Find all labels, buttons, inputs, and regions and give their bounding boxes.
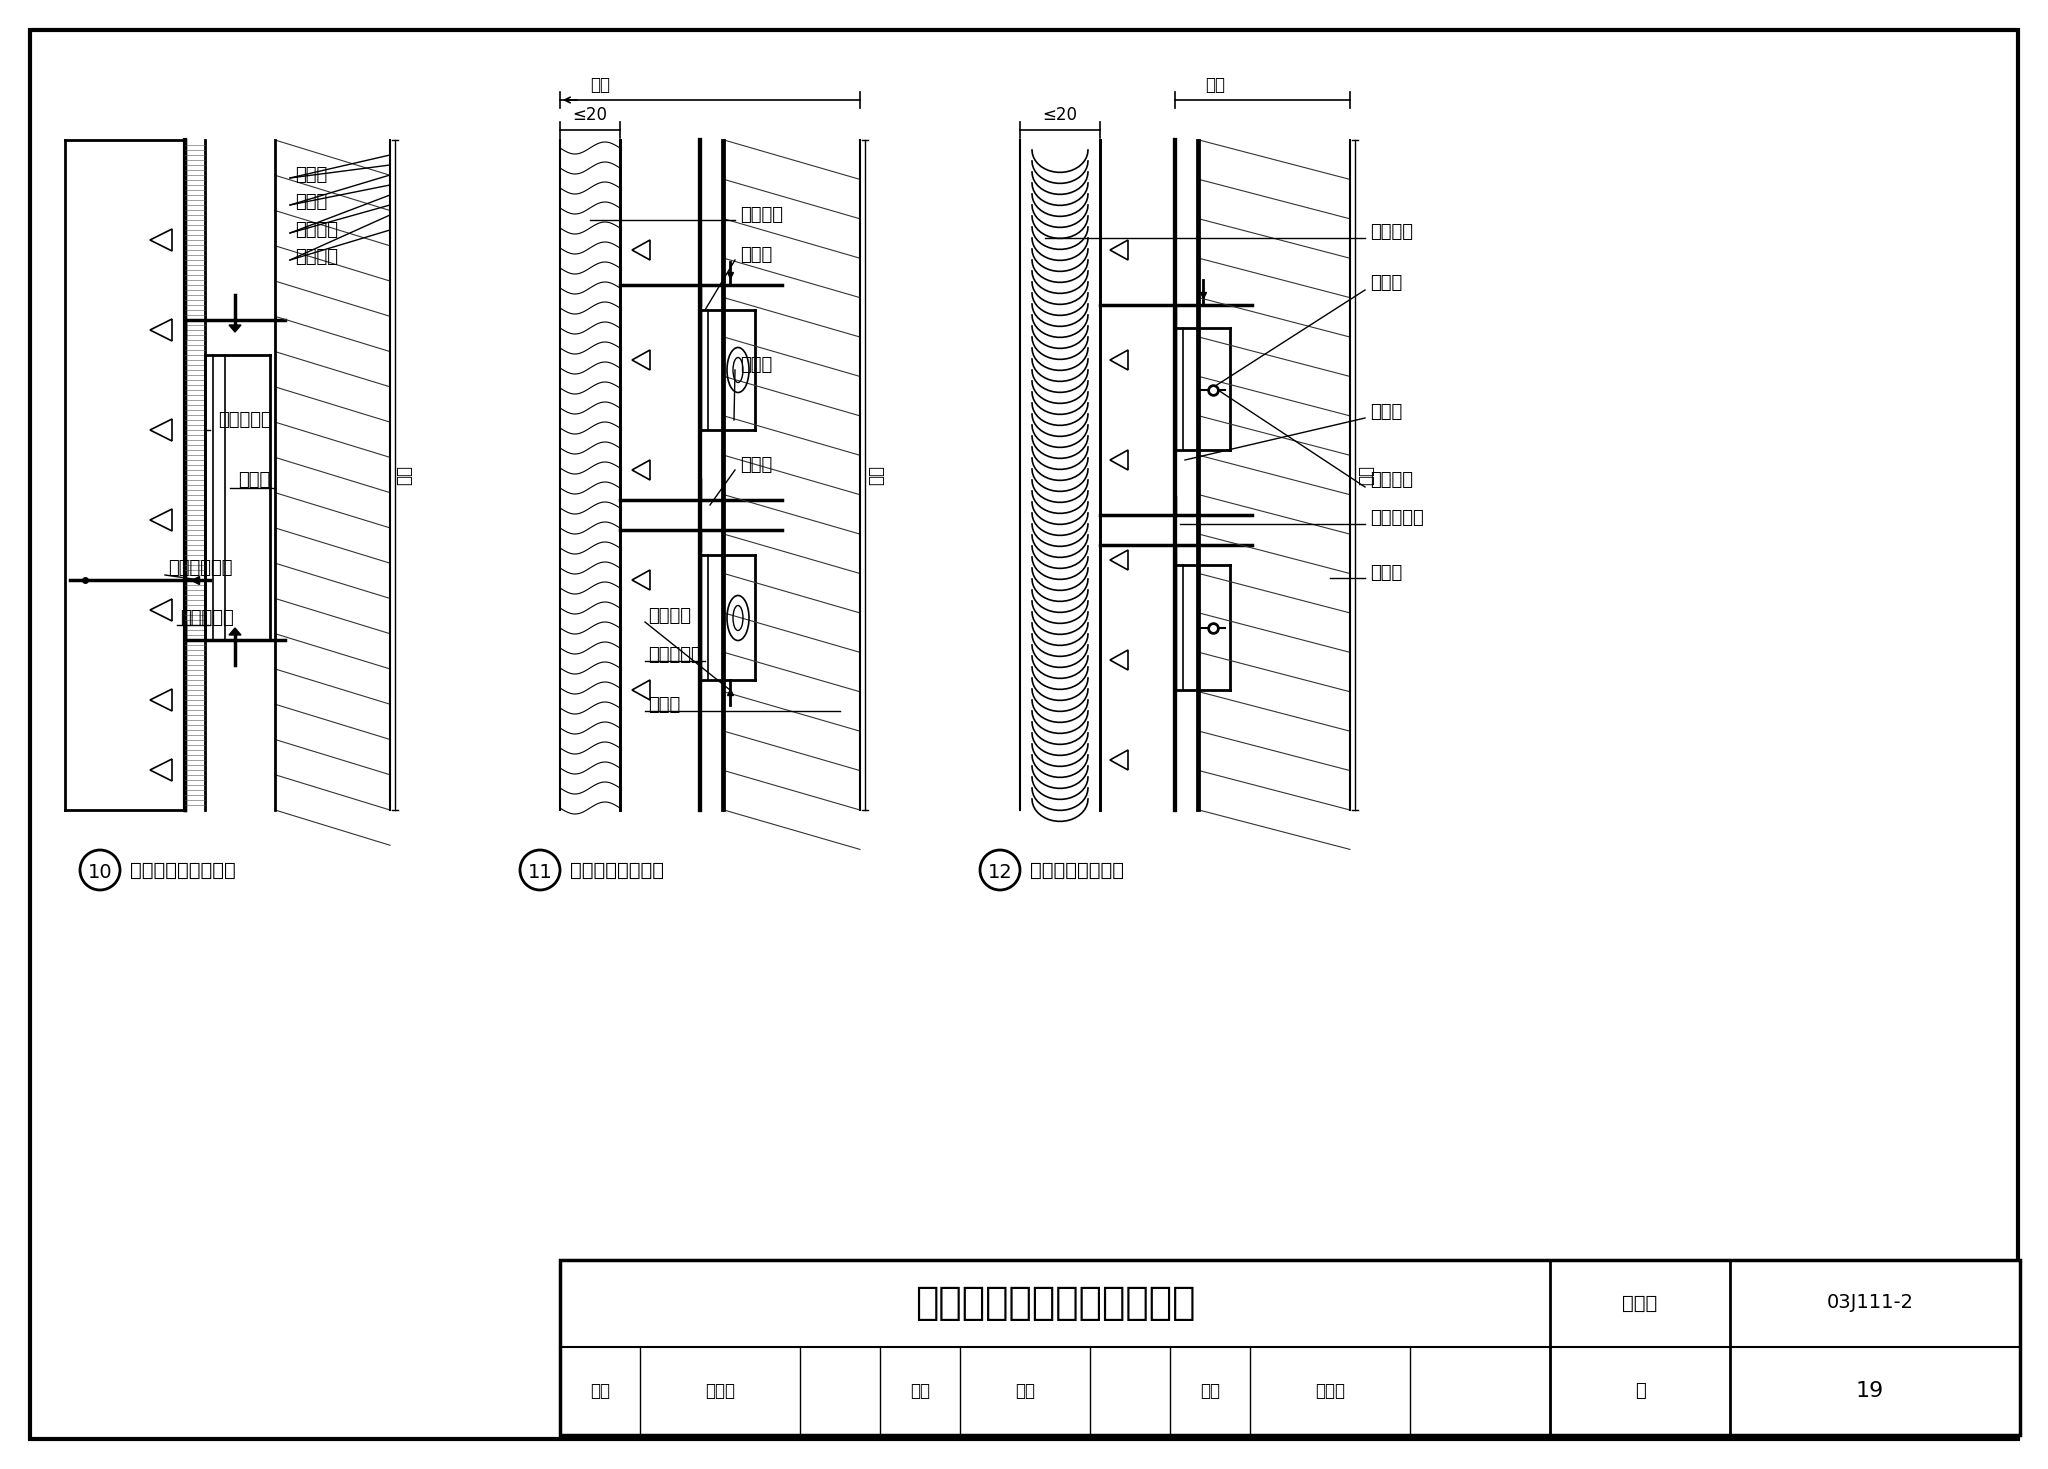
Polygon shape	[229, 629, 242, 635]
Text: 首板与主体墙柱连接: 首板与主体墙柱连接	[129, 861, 236, 880]
Text: 接缝带: 接缝带	[739, 355, 772, 375]
Text: 图集号: 图集号	[1622, 1294, 1657, 1312]
Text: 墙板与保温墙连接: 墙板与保温墙连接	[1030, 861, 1124, 880]
Text: 加强竖龙骨: 加强竖龙骨	[647, 646, 702, 664]
Bar	[621, 140, 700, 809]
Text: 设计: 设计	[1200, 1382, 1221, 1400]
Text: 自攻螺钉: 自攻螺钉	[295, 220, 338, 239]
Text: 墙厚: 墙厚	[1358, 466, 1374, 485]
Text: 19: 19	[1855, 1381, 1884, 1401]
Text: 接缝带: 接缝带	[1370, 275, 1403, 292]
Text: 通长隔声带: 通长隔声带	[217, 411, 272, 429]
Text: 空气层: 空气层	[647, 696, 680, 714]
Text: 页: 页	[1634, 1382, 1645, 1400]
Text: 竖龙骨: 竖龙骨	[739, 245, 772, 264]
Text: ≤20: ≤20	[573, 106, 608, 123]
Bar	[559, 1260, 2019, 1435]
Text: 金属胀锚螺栓: 金属胀锚螺栓	[168, 560, 233, 577]
Text: 03J111-2: 03J111-2	[1827, 1294, 1913, 1312]
Text: 绝热材料: 绝热材料	[739, 206, 782, 223]
Text: 墙厚: 墙厚	[866, 466, 885, 485]
Text: ≤20: ≤20	[1042, 106, 1077, 123]
Text: 嵌缝膏: 嵌缝膏	[295, 192, 328, 212]
Text: 空腔螺栓: 空腔螺栓	[1370, 472, 1413, 489]
Text: 12: 12	[987, 862, 1012, 881]
Text: 竖龙骨: 竖龙骨	[238, 472, 270, 489]
Text: 李长发: 李长发	[705, 1382, 735, 1400]
Text: 嵌缝膏: 嵌缝膏	[739, 455, 772, 474]
Text: 11: 11	[528, 862, 553, 881]
Text: 加强竖龙骨: 加强竖龙骨	[180, 610, 233, 627]
Text: 校对: 校对	[909, 1382, 930, 1400]
Text: 墙厚: 墙厚	[395, 466, 414, 485]
Text: 空气层: 空气层	[1370, 564, 1403, 582]
Text: 审核: 审核	[590, 1382, 610, 1400]
Text: 绝热材料: 绝热材料	[1370, 223, 1413, 241]
Text: 熊火生: 熊火生	[1315, 1382, 1346, 1400]
Text: 墙厚: 墙厚	[590, 76, 610, 94]
Text: 墙厚: 墙厚	[1204, 76, 1225, 94]
Text: 接缝带: 接缝带	[295, 166, 328, 184]
Text: 硅酸钙板: 硅酸钙板	[295, 248, 338, 266]
Text: 嵌缝膏: 嵌缝膏	[1370, 403, 1403, 422]
Text: 墙板与保温墙连接: 墙板与保温墙连接	[569, 861, 664, 880]
Bar	[1100, 140, 1176, 809]
Bar	[66, 140, 184, 809]
Text: 墙板与主体墙、柱连接节点: 墙板与主体墙、柱连接节点	[915, 1284, 1196, 1322]
Text: 自攻螺钉: 自攻螺钉	[647, 607, 690, 624]
Polygon shape	[229, 325, 242, 332]
Text: 徐畅: 徐畅	[1016, 1382, 1034, 1400]
Text: 加强竖龙骨: 加强竖龙骨	[1370, 508, 1423, 527]
Text: 10: 10	[88, 862, 113, 881]
